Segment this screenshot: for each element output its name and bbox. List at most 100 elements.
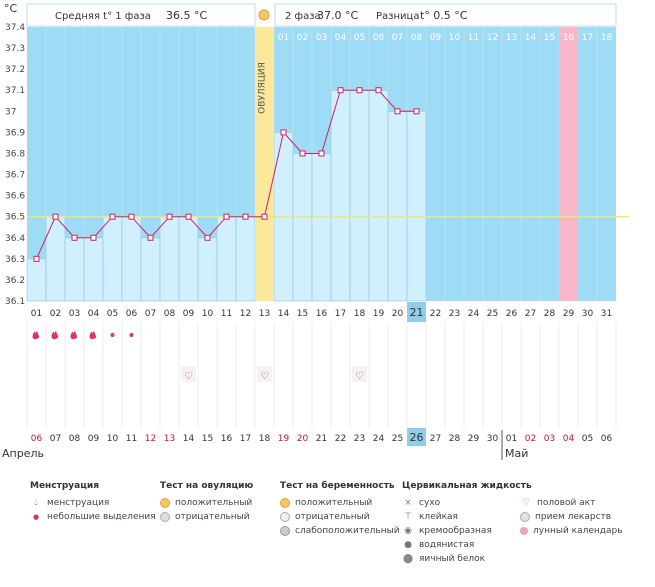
- temperature-bar: [387, 111, 408, 302]
- cycle-day-label: 11: [221, 309, 232, 319]
- header-phase2-value: 37.0 °C: [317, 9, 358, 22]
- cycle-day-label: 23: [449, 309, 460, 319]
- date-label: 23: [354, 434, 365, 444]
- cycle-day-label: 30: [582, 309, 594, 319]
- cycle-day-label: 04: [88, 309, 100, 319]
- legend-menstruation-item: 💧︎ менструация: [30, 496, 156, 510]
- top-day-number: 18: [601, 33, 613, 43]
- temperature-bar: [292, 153, 313, 302]
- date-label: 22: [335, 434, 346, 444]
- temperature-point: [223, 213, 230, 220]
- temperature-bar: [349, 89, 370, 302]
- legend-cervical-creamy-label: кремообразная: [419, 526, 492, 536]
- orange-circle-icon: [280, 498, 290, 508]
- heart-icon: ♡: [355, 371, 364, 382]
- temperature-point: [280, 129, 287, 136]
- y-tick-label: 36.7: [5, 171, 25, 181]
- temperature-bar: [45, 216, 66, 302]
- cycle-day-label: 01: [31, 309, 42, 319]
- header-phase1-label: Средняя t° 1 фаза: [55, 11, 151, 22]
- date-label: 13: [164, 434, 175, 444]
- temperature-bar: [102, 216, 123, 302]
- date-label: 25: [392, 434, 403, 444]
- cycle-day-label: 14: [278, 309, 290, 319]
- temperature-point: [90, 234, 97, 241]
- temperature-point: [337, 87, 344, 94]
- legend-cervical-eggwhite-label: яичный белок: [419, 554, 486, 564]
- y-tick-label: 36.3: [5, 255, 25, 265]
- grey-circle-icon: [280, 512, 290, 522]
- cycle-day-label: 27: [525, 309, 536, 319]
- top-day-number: 05: [354, 33, 365, 43]
- temperature-point: [356, 87, 363, 94]
- date-label: 26: [410, 431, 424, 444]
- top-day-number: 06: [373, 33, 385, 43]
- y-tick-label: 36.4: [5, 234, 25, 244]
- grey-circle-icon: [160, 512, 170, 522]
- heart-cell: [352, 366, 367, 382]
- highlight-day-column: [559, 27, 578, 301]
- temperature-bar: [121, 216, 142, 302]
- temperature-bar: [64, 237, 85, 302]
- date-label: 15: [202, 434, 213, 444]
- y-tick-label: 36.5: [5, 213, 25, 223]
- legend-moon-label: лунный календарь: [533, 526, 623, 536]
- small-drop-icon: [110, 333, 115, 337]
- date-label: 17: [240, 434, 251, 444]
- y-tick-label: 37.2: [5, 65, 25, 75]
- temperature-bar: [311, 153, 332, 302]
- y-tick-label: 37.4: [5, 23, 25, 33]
- temperature-point: [318, 150, 325, 157]
- temperature-bar: [235, 216, 256, 302]
- water-drop-icon: ●: [404, 540, 412, 550]
- temperature-point: [394, 108, 401, 115]
- drop-icon: 💧︎: [34, 498, 38, 508]
- y-tick-label: 37: [5, 107, 16, 117]
- top-number-highlight: [559, 27, 578, 45]
- cross-icon: ×: [404, 498, 412, 508]
- date-label: 05: [582, 434, 593, 444]
- small-drop-icon: [129, 333, 134, 337]
- legend-moon: лунный календарь: [520, 524, 623, 538]
- cycle-day-label: 10: [202, 309, 214, 319]
- cycle-day-label: 06: [126, 309, 138, 319]
- date-label: 29: [468, 434, 480, 444]
- date-label: 10: [107, 434, 119, 444]
- legend-pregnancy-positive: положительный: [280, 496, 400, 510]
- temperature-point: [147, 234, 154, 241]
- temperature-bar: [83, 237, 104, 302]
- cycle-day-label: 16: [316, 309, 328, 319]
- temperature-point: [52, 213, 59, 220]
- y-tick-label: 37.3: [5, 44, 25, 54]
- temperature-point: [299, 150, 306, 157]
- date-label: 01: [506, 434, 517, 444]
- legend-pregnancy-test-title: Тест на беременность: [280, 481, 395, 491]
- date-label: 20: [297, 434, 309, 444]
- legend-cervical-title: Цервикальная жидкость: [402, 481, 532, 491]
- legend-pregnancy-negative-label: отрицательный: [295, 512, 370, 522]
- temperature-point: [185, 213, 192, 220]
- legend-sex: ♡ половой акт: [520, 496, 623, 510]
- temperature-point: [261, 213, 268, 220]
- temperature-bar: [197, 237, 218, 302]
- temperature-point: [109, 213, 116, 220]
- cycle-day-label: 20: [392, 309, 404, 319]
- legend-menstruation-label: менструация: [47, 498, 110, 508]
- temperature-point: [375, 87, 382, 94]
- date-label: 28: [449, 434, 461, 444]
- y-tick-label: 36.1: [5, 297, 25, 307]
- top-day-number: 03: [316, 33, 327, 43]
- date-label: 19: [278, 434, 290, 444]
- date-label: 27: [430, 434, 441, 444]
- temperature-bar: [216, 216, 237, 302]
- cycle-day-label: 05: [107, 309, 118, 319]
- temperature-bar: [368, 89, 389, 302]
- cycle-day-label: 09: [183, 309, 195, 319]
- y-tick-label: 36.9: [5, 128, 25, 138]
- date-label: 04: [563, 434, 575, 444]
- cycle-day-label: 07: [145, 309, 156, 319]
- top-day-number: 04: [335, 33, 347, 43]
- temperature-bar: [159, 216, 180, 302]
- top-day-number: 17: [582, 33, 593, 43]
